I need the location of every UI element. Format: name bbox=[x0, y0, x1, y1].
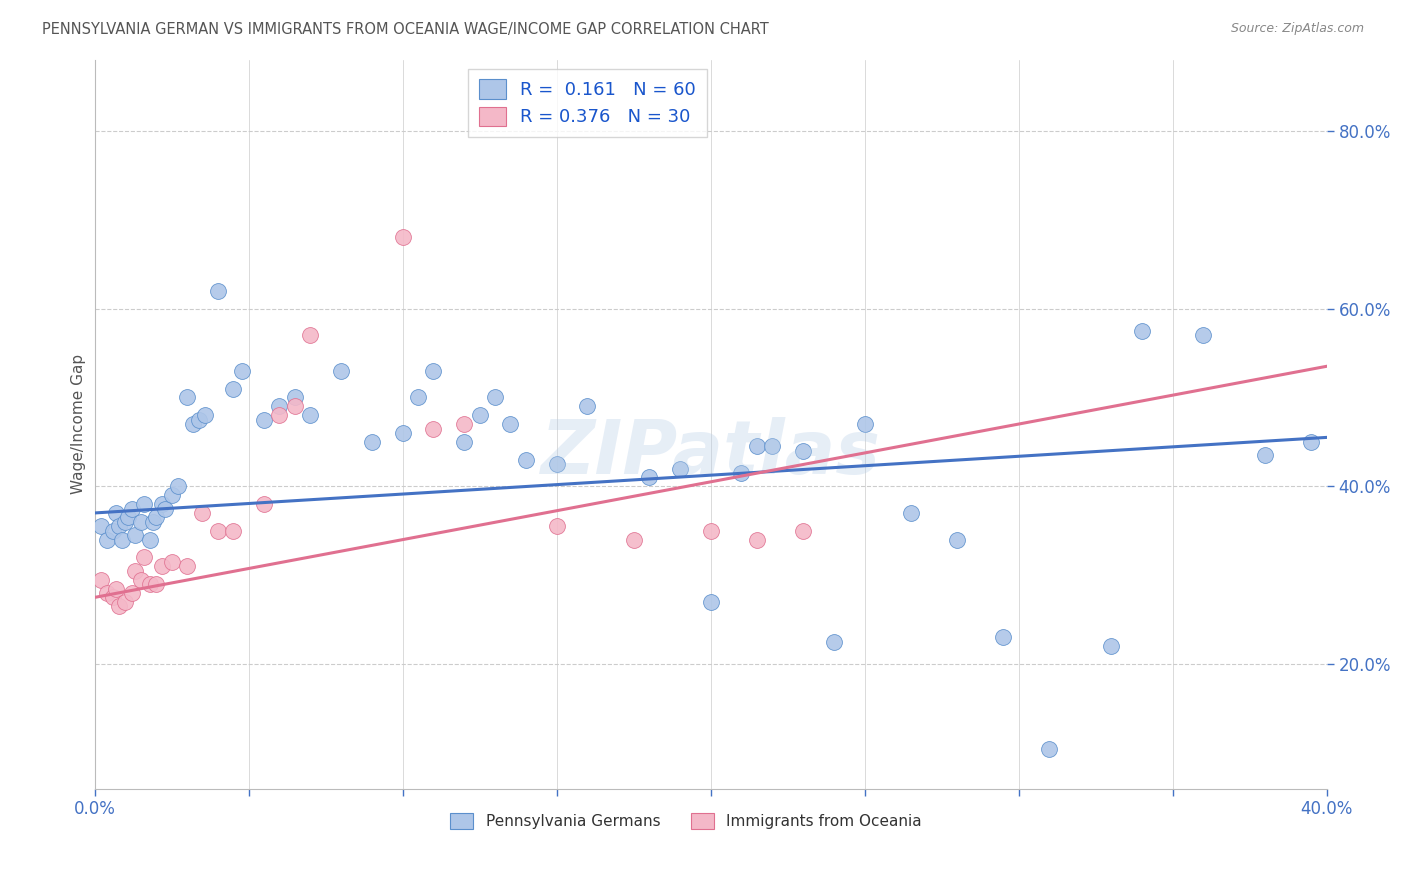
Point bbox=[155, 501, 177, 516]
Point bbox=[745, 533, 768, 547]
Point bbox=[176, 391, 198, 405]
Point bbox=[160, 555, 183, 569]
Point bbox=[623, 533, 645, 547]
Point bbox=[391, 230, 413, 244]
Point bbox=[90, 519, 112, 533]
Point bbox=[150, 559, 173, 574]
Point bbox=[124, 564, 146, 578]
Point bbox=[1301, 434, 1323, 449]
Point bbox=[207, 524, 229, 538]
Point bbox=[150, 497, 173, 511]
Point bbox=[139, 533, 162, 547]
Point bbox=[207, 284, 229, 298]
Point bbox=[946, 533, 969, 547]
Point bbox=[145, 510, 167, 524]
Point bbox=[900, 506, 922, 520]
Point bbox=[284, 399, 307, 413]
Point bbox=[1192, 328, 1215, 343]
Point bbox=[1038, 741, 1060, 756]
Point bbox=[188, 412, 211, 426]
Point bbox=[253, 497, 276, 511]
Point bbox=[515, 452, 537, 467]
Point bbox=[145, 577, 167, 591]
Text: ZIPatlas: ZIPatlas bbox=[541, 417, 880, 490]
Point bbox=[546, 457, 568, 471]
Point bbox=[166, 479, 188, 493]
Point bbox=[176, 559, 198, 574]
Point bbox=[669, 461, 692, 475]
Point bbox=[792, 524, 814, 538]
Point bbox=[129, 515, 152, 529]
Point bbox=[468, 408, 491, 422]
Point bbox=[546, 519, 568, 533]
Point bbox=[499, 417, 522, 431]
Legend: Pennsylvania Germans, Immigrants from Oceania: Pennsylvania Germans, Immigrants from Oc… bbox=[444, 807, 928, 836]
Point bbox=[142, 515, 165, 529]
Point bbox=[114, 515, 136, 529]
Text: PENNSYLVANIA GERMAN VS IMMIGRANTS FROM OCEANIA WAGE/INCOME GAP CORRELATION CHART: PENNSYLVANIA GERMAN VS IMMIGRANTS FROM O… bbox=[42, 22, 769, 37]
Point bbox=[222, 382, 245, 396]
Point bbox=[132, 550, 155, 565]
Point bbox=[194, 408, 217, 422]
Point bbox=[111, 533, 134, 547]
Point bbox=[96, 533, 118, 547]
Point bbox=[96, 586, 118, 600]
Point bbox=[360, 434, 382, 449]
Point bbox=[1254, 448, 1277, 462]
Point bbox=[422, 364, 444, 378]
Point bbox=[422, 421, 444, 435]
Point bbox=[108, 519, 131, 533]
Point bbox=[453, 417, 475, 431]
Point bbox=[181, 417, 204, 431]
Point bbox=[231, 364, 253, 378]
Point bbox=[114, 595, 136, 609]
Point bbox=[121, 586, 143, 600]
Point bbox=[1130, 324, 1153, 338]
Point bbox=[699, 595, 721, 609]
Point bbox=[222, 524, 245, 538]
Point bbox=[699, 524, 721, 538]
Point bbox=[823, 635, 845, 649]
Text: Source: ZipAtlas.com: Source: ZipAtlas.com bbox=[1230, 22, 1364, 36]
Point bbox=[453, 434, 475, 449]
Point bbox=[101, 524, 124, 538]
Point bbox=[132, 497, 155, 511]
Point bbox=[101, 591, 124, 605]
Point bbox=[993, 631, 1015, 645]
Point bbox=[269, 408, 291, 422]
Point bbox=[105, 506, 128, 520]
Point bbox=[129, 573, 152, 587]
Point bbox=[745, 439, 768, 453]
Point bbox=[1099, 640, 1122, 654]
Point bbox=[191, 506, 214, 520]
Point bbox=[299, 408, 322, 422]
Point bbox=[108, 599, 131, 614]
Point bbox=[253, 412, 276, 426]
Point bbox=[284, 391, 307, 405]
Point bbox=[160, 488, 183, 502]
Point bbox=[117, 510, 139, 524]
Point bbox=[90, 573, 112, 587]
Point bbox=[299, 328, 322, 343]
Point bbox=[269, 399, 291, 413]
Point bbox=[730, 466, 752, 480]
Point bbox=[124, 528, 146, 542]
Point bbox=[406, 391, 429, 405]
Point bbox=[484, 391, 506, 405]
Y-axis label: Wage/Income Gap: Wage/Income Gap bbox=[72, 354, 86, 494]
Point bbox=[576, 399, 599, 413]
Point bbox=[853, 417, 876, 431]
Point bbox=[139, 577, 162, 591]
Point bbox=[121, 501, 143, 516]
Point bbox=[330, 364, 353, 378]
Point bbox=[792, 443, 814, 458]
Point bbox=[105, 582, 128, 596]
Point bbox=[391, 425, 413, 440]
Point bbox=[761, 439, 783, 453]
Point bbox=[638, 470, 661, 484]
